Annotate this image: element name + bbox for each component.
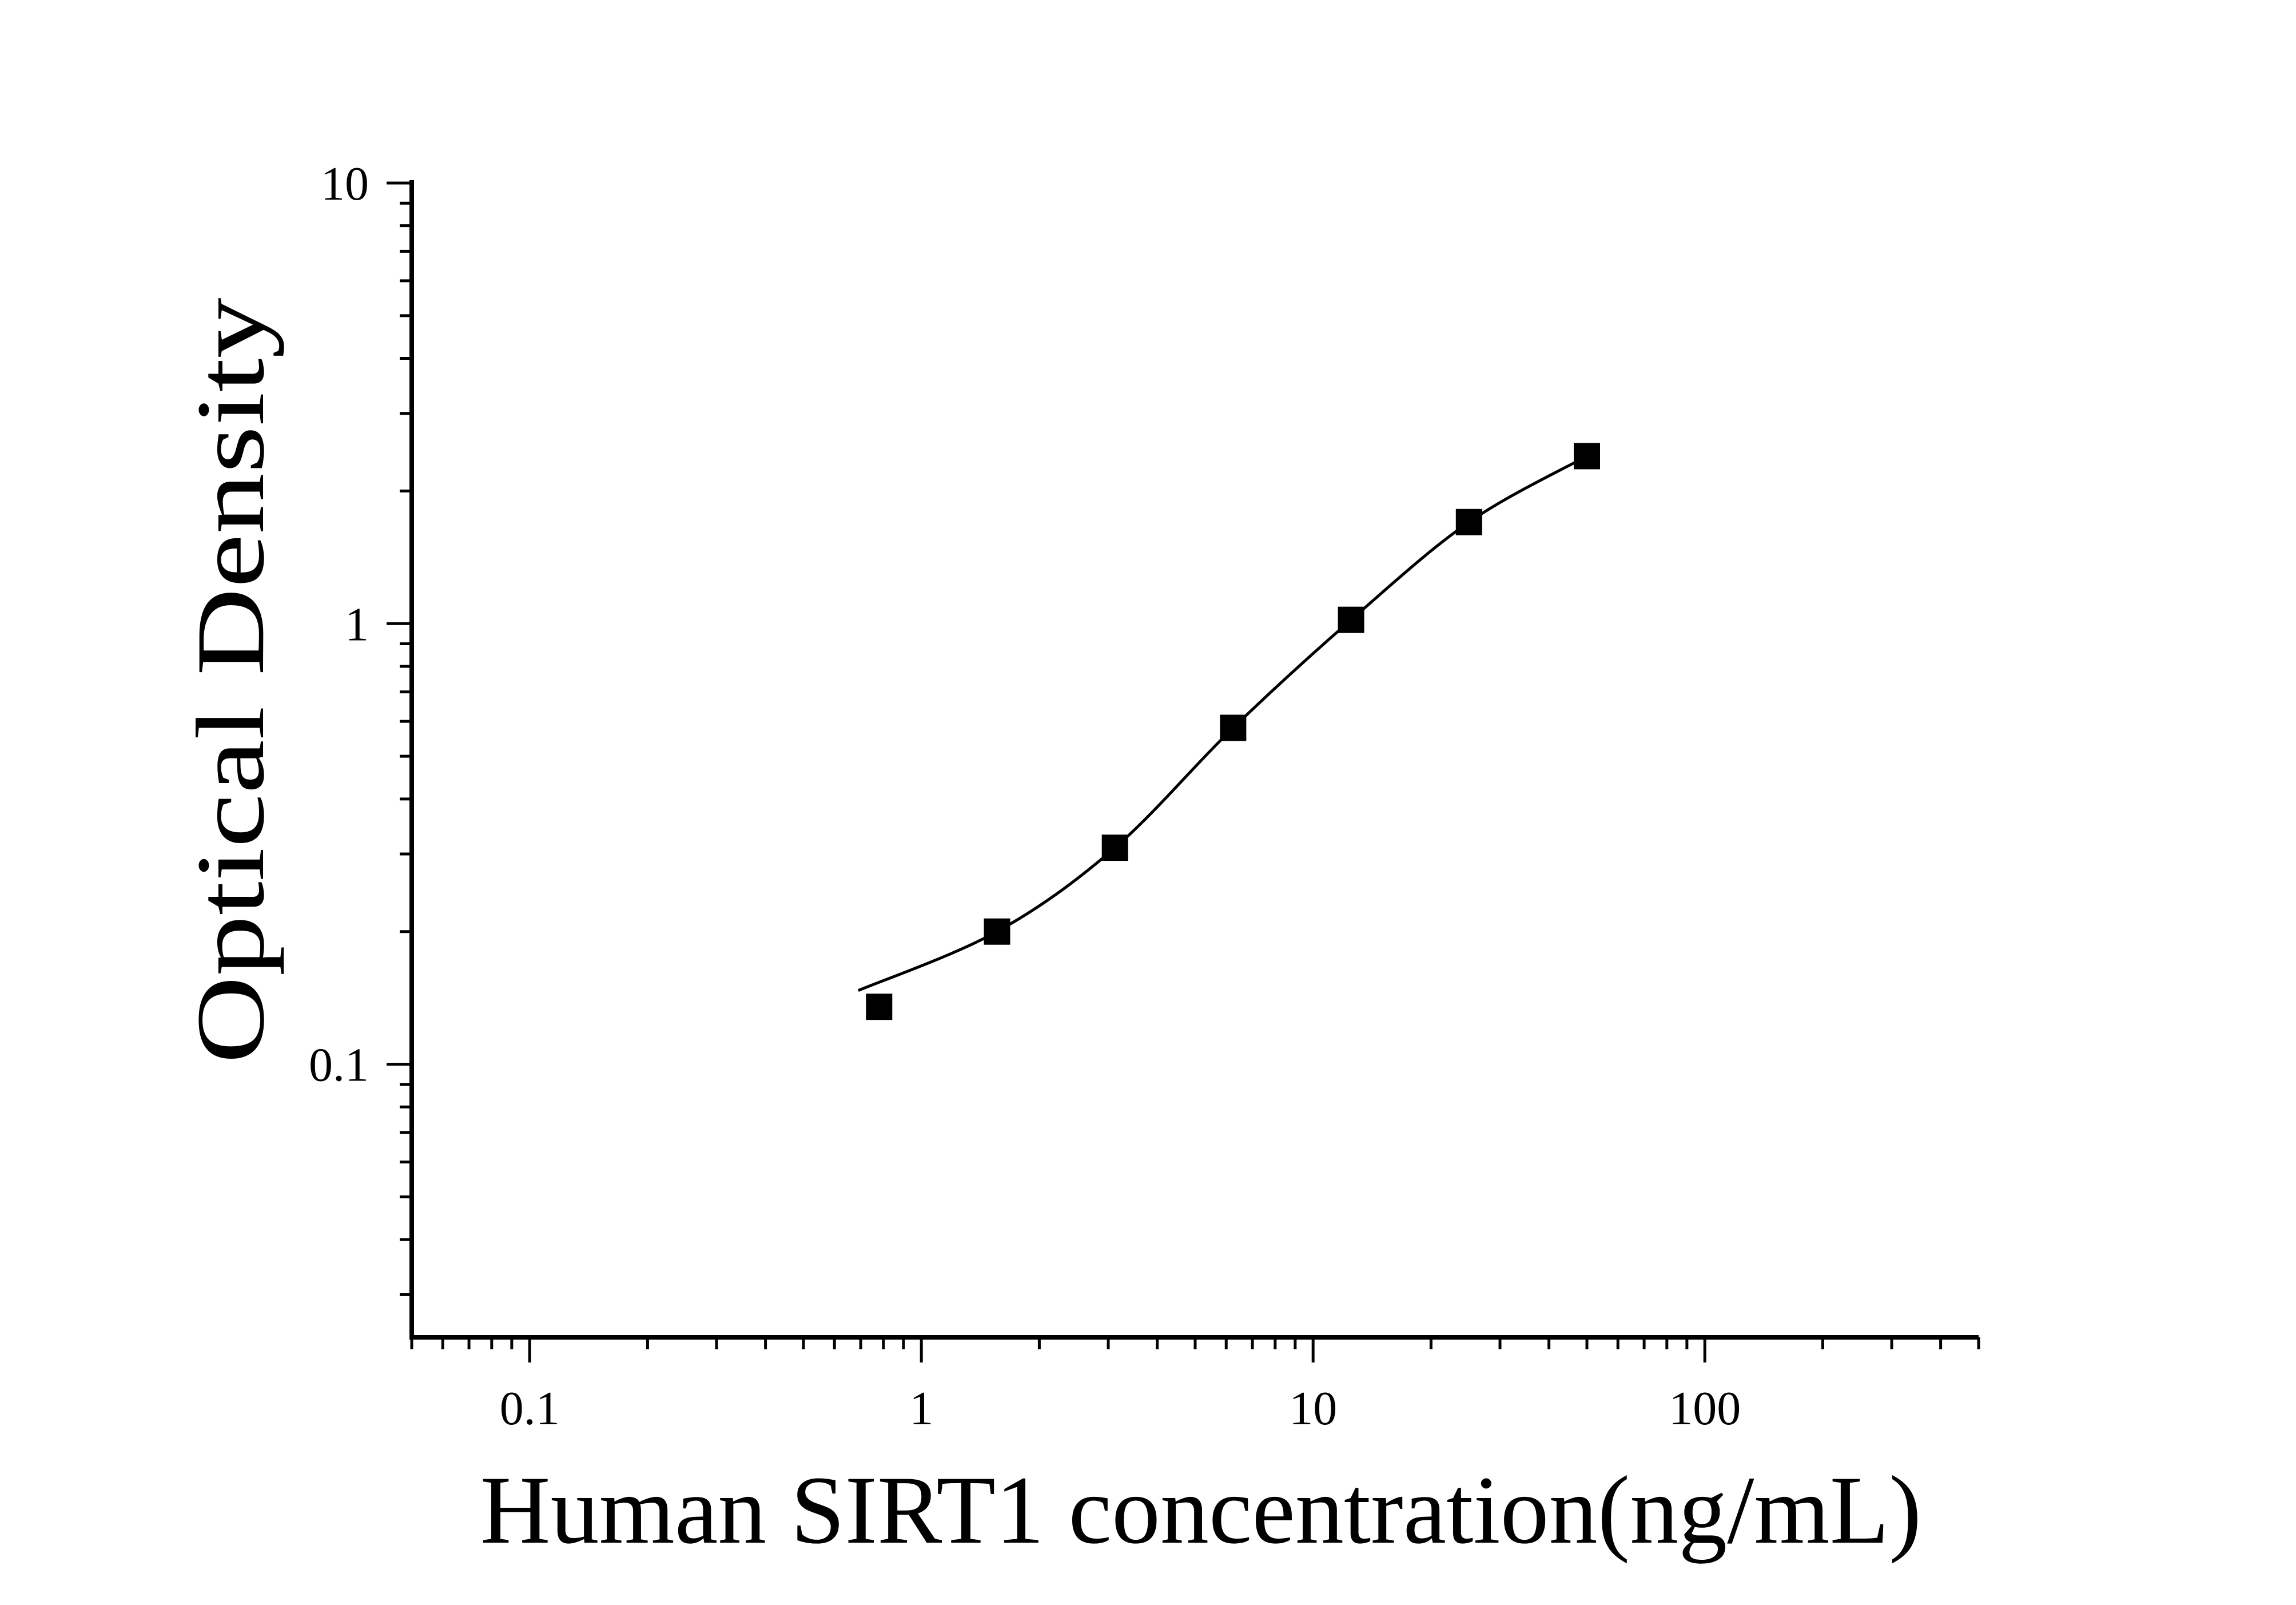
data-point-marker — [1220, 714, 1247, 741]
data-point-marker — [1455, 508, 1482, 535]
data-point-marker — [984, 918, 1010, 945]
x-tick-label: 100 — [1669, 1382, 1741, 1435]
data-point-marker — [1574, 443, 1600, 470]
x-tick-label: 1 — [909, 1382, 933, 1435]
data-point-marker — [1101, 835, 1128, 861]
y-axis-title: Optical Density — [177, 297, 284, 1063]
axes — [409, 180, 1979, 1340]
x-axis-title: Human SIRT1 concentration(ng/mL) — [480, 1456, 1921, 1564]
data-point-markers — [866, 443, 1600, 1020]
axis-ticks — [387, 181, 1980, 1362]
y-tick-label: 0.1 — [309, 1039, 369, 1092]
data-point-marker — [866, 994, 893, 1020]
axis-tick-labels: 0.1 1 10 100 0.1 1 10 — [309, 157, 1741, 1435]
x-tick-label: 10 — [1289, 1382, 1337, 1435]
x-tick-label: 0.1 — [500, 1382, 560, 1435]
y-tick-label: 1 — [345, 598, 369, 651]
data-point-marker — [1338, 606, 1364, 633]
y-tick-label: 10 — [321, 157, 369, 210]
